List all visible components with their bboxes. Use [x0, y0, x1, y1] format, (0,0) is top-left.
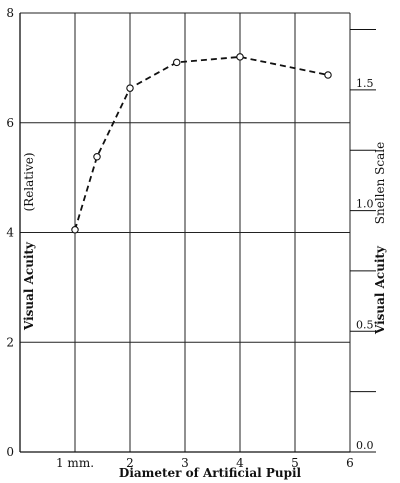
data-point-2 [126, 84, 134, 92]
x-tick-label-4: 5 [291, 456, 299, 470]
y-tick-label-3: 6 [6, 116, 14, 130]
y2-axis-label-sub: Snellen Scale [373, 142, 387, 224]
y-tick-label-4: 8 [6, 6, 14, 20]
data-point-1 [93, 153, 101, 161]
y-axis-label-sub: (Relative) [22, 152, 36, 211]
x-tick-label-5: 6 [346, 456, 354, 470]
data-point-5 [324, 71, 332, 79]
data-point-4 [236, 53, 244, 61]
y-tick-label-1: 2 [6, 335, 14, 349]
series-line-0 [74, 55, 329, 231]
grid-lines [20, 12, 351, 452]
x-tick-label-3: 4 [236, 456, 244, 470]
y2-tick-label-3: 1.5 [356, 77, 374, 90]
axes [19, 13, 350, 453]
y2-axis-label: Visual Acuity [373, 245, 387, 335]
data-point-0 [71, 226, 79, 234]
y2-tick-label-2: 1.0 [356, 198, 374, 211]
x-tick-label-1: 2 [126, 456, 134, 470]
y-tick-label-2: 4 [6, 226, 14, 240]
snellen-scale-axis [350, 29, 376, 453]
x-tick-label-0: 1 mm. [56, 456, 94, 470]
y2-tick-label-1: 0.5 [356, 318, 374, 331]
y-tick-label-0: 0 [6, 445, 14, 459]
x-tick-label-2: 3 [181, 456, 189, 470]
data-series [71, 53, 332, 234]
x-axis-label: Diameter of Artificial Pupil [119, 466, 302, 480]
y2-tick-label-0: 0.0 [356, 439, 374, 452]
y-axis-label: Visual Acuity [22, 241, 36, 331]
data-point-3 [173, 58, 181, 67]
